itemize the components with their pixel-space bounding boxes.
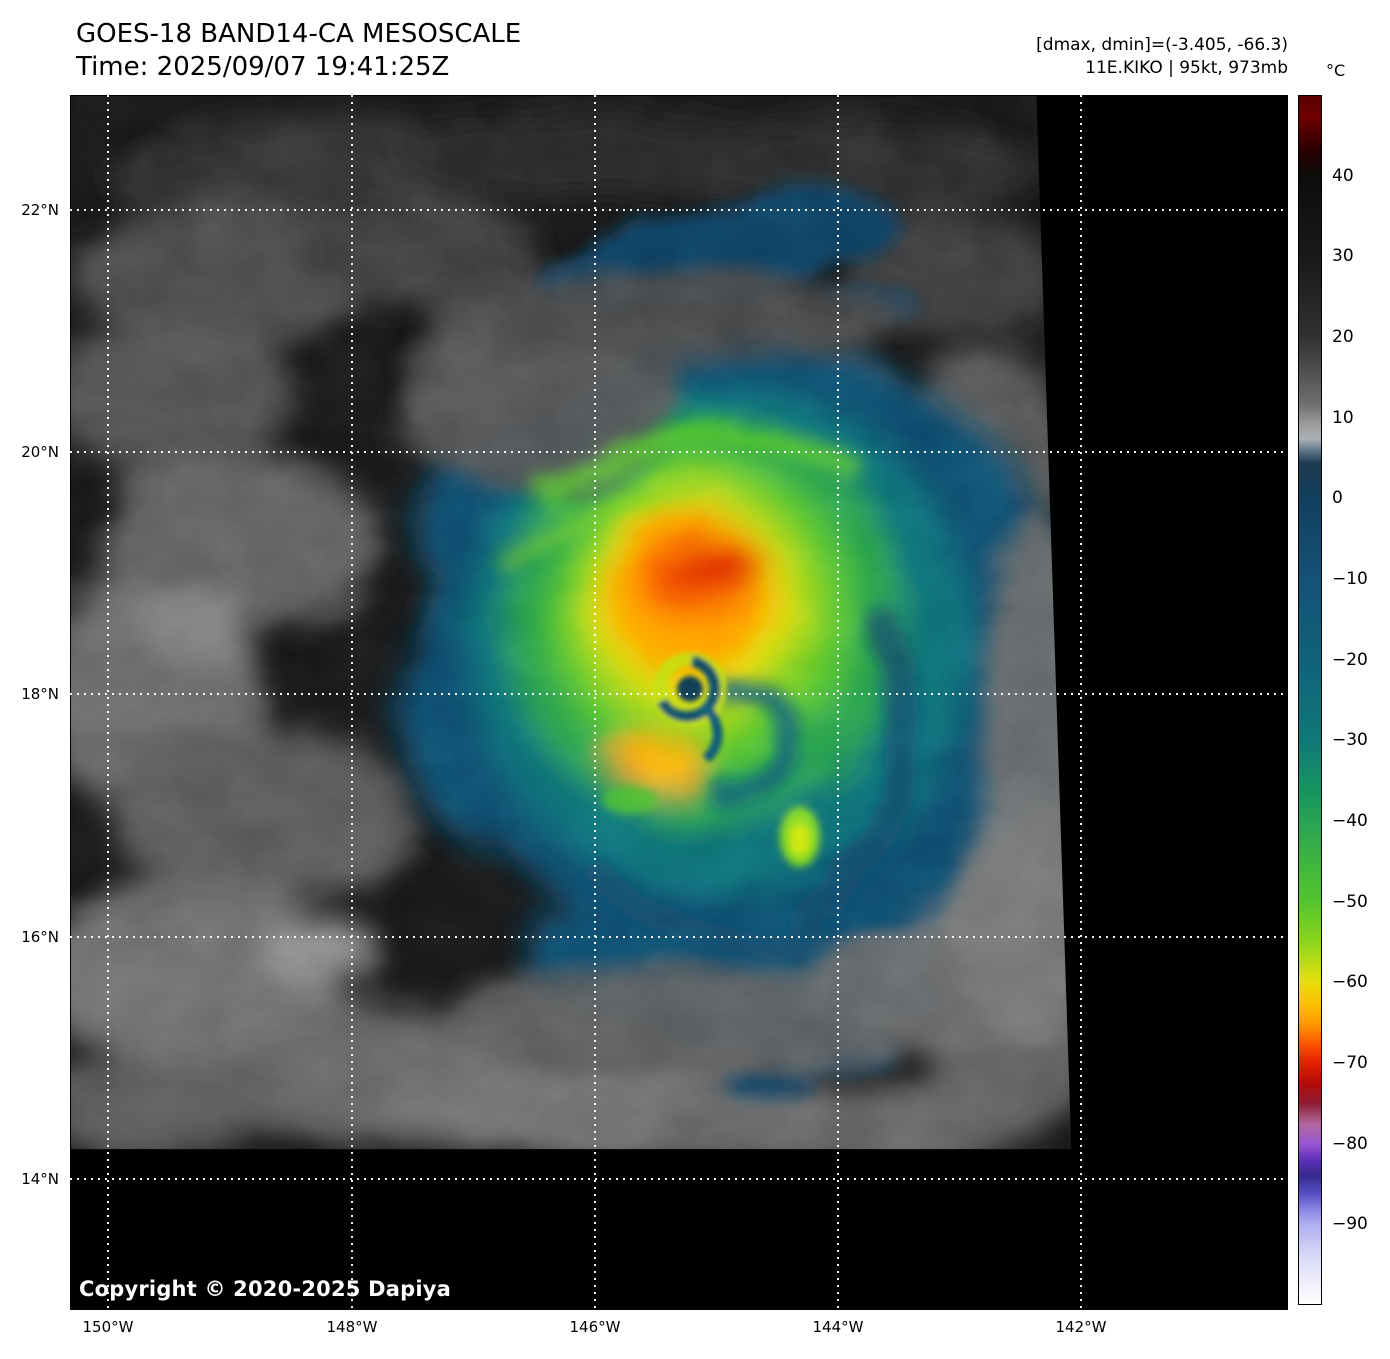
lon-tick-label: 148°W <box>326 1318 378 1336</box>
satellite-map: Copyright © 2020-2025 Dapiya <box>70 95 1288 1310</box>
colorbar-tick-label: 20 <box>1332 327 1354 347</box>
temperature-colorbar <box>1298 95 1322 1305</box>
latitude-axis: 22°N 20°N 18°N 16°N 14°N <box>0 0 64 1359</box>
lat-tick-label: 18°N <box>21 685 59 703</box>
colorbar-tick-label: 10 <box>1332 408 1354 428</box>
colorbar-tick-label: 0 <box>1332 488 1343 508</box>
colorbar-tick-label: −10 <box>1332 569 1368 589</box>
colorbar-tick-label: −70 <box>1332 1053 1368 1073</box>
colorbar-tick-label: −90 <box>1332 1214 1368 1234</box>
storm-info: 11E.KIKO | 95kt, 973mb <box>1085 58 1288 78</box>
dmax-dmin-readout: [dmax, dmin]=(-3.405, -66.3) <box>1036 35 1288 55</box>
colorbar-tick-label: −30 <box>1332 730 1368 750</box>
colorbar-tick-label: 40 <box>1332 166 1354 186</box>
lat-tick-label: 14°N <box>21 1170 59 1188</box>
info-block: [dmax, dmin]=(-3.405, -66.3) 11E.KIKO | … <box>1036 34 1288 80</box>
longitude-axis: 150°W 148°W 146°W 144°W 142°W <box>70 1312 1288 1352</box>
colorbar-unit: °C <box>1326 61 1346 80</box>
lon-tick-label: 146°W <box>569 1318 621 1336</box>
lon-tick-label: 150°W <box>82 1318 134 1336</box>
scan-data-region <box>71 96 1072 1150</box>
colorbar-tick-label: −40 <box>1332 811 1368 831</box>
copyright-watermark: Copyright © 2020-2025 Dapiya <box>79 1277 451 1301</box>
lat-tick-label: 22°N <box>21 201 59 219</box>
colorbar-tick-label: −50 <box>1332 892 1368 912</box>
lon-tick-label: 142°W <box>1055 1318 1107 1336</box>
colorbar-axis: 40 30 20 10 0 −10 −20 −30 −40 −50 −60 −70 −80 −90 <box>1332 95 1388 1305</box>
lat-tick-label: 16°N <box>21 928 59 946</box>
lat-tick-label: 20°N <box>21 443 59 461</box>
satellite-image <box>71 96 1287 1309</box>
colorbar-tick-label: −60 <box>1332 972 1368 992</box>
colorbar-tick-label: −20 <box>1332 650 1368 670</box>
cloud-texture <box>71 96 1072 1150</box>
timestamp: Time: 2025/09/07 19:41:25Z <box>76 52 450 82</box>
lon-tick-label: 144°W <box>812 1318 864 1336</box>
title-block: GOES-18 BAND14-CA MESOSCALE Time: 2025/0… <box>76 18 521 84</box>
colorbar-tick-label: 30 <box>1332 246 1354 266</box>
page-title: GOES-18 BAND14-CA MESOSCALE <box>76 19 522 49</box>
colorbar-tick-label: −80 <box>1332 1134 1368 1154</box>
